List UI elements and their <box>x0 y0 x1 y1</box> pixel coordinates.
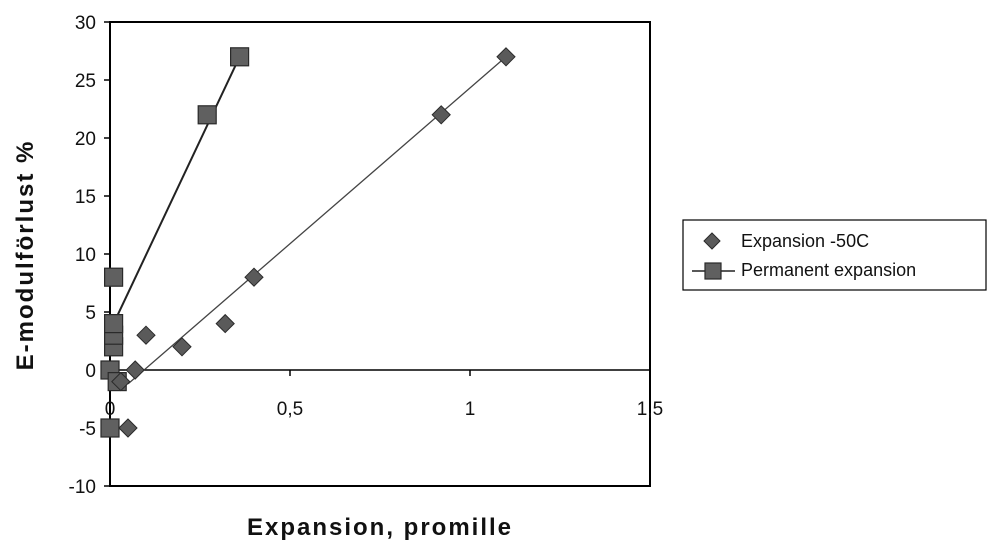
trendline <box>112 56 241 325</box>
data-points <box>100 47 516 438</box>
square-point <box>103 267 124 287</box>
legend-marker-square <box>692 262 735 280</box>
y-axis: -10 -5 0 5 10 15 20 25 30 <box>69 13 110 498</box>
diamond-point <box>172 337 192 357</box>
x-axis: 0 0,5 1 1,5 <box>105 369 663 420</box>
legend-label: Expansion -50C <box>741 231 869 251</box>
plot-area <box>109 21 651 487</box>
diamond-point <box>118 418 138 438</box>
diamond-point <box>125 360 145 380</box>
y-tick-label: 25 <box>75 71 96 92</box>
square-point <box>103 314 124 334</box>
y-tick-label: 0 <box>85 361 96 382</box>
diamond-point <box>244 267 264 287</box>
x-tick-label: 1,5 <box>637 399 663 420</box>
diamond-point <box>431 105 451 125</box>
y-tick-label: 15 <box>75 187 96 208</box>
diamond-point <box>111 371 131 392</box>
x-tick-label: 0 <box>105 399 116 420</box>
y-tick-label: -10 <box>69 477 96 498</box>
y-axis-title: E-modulförlust % <box>12 140 39 371</box>
x-axis-title: Expansion, promille <box>247 514 513 541</box>
y-tick-label: 5 <box>85 303 96 324</box>
legend-diamond-icon <box>703 232 721 250</box>
y-tick-label: -5 <box>79 419 96 440</box>
y-tick-label: 10 <box>75 245 96 266</box>
trendlines <box>112 56 507 385</box>
square-point <box>197 105 217 125</box>
trendline <box>127 56 507 385</box>
legend-box <box>682 219 987 291</box>
y-tick-label: 20 <box>75 129 96 150</box>
legend: Expansion -50C Permanent expansion <box>682 219 987 291</box>
y-tick-label: 30 <box>75 13 96 34</box>
x-tick-label: 0,5 <box>277 399 303 420</box>
square-point <box>100 418 120 438</box>
legend-square-icon <box>704 262 722 280</box>
diamond-point <box>215 313 235 334</box>
diamond-point <box>496 47 516 67</box>
x-tick-label: 1 <box>465 399 476 420</box>
diamond-point <box>136 325 156 345</box>
legend-label: Permanent expansion <box>741 260 916 280</box>
legend-marker-diamond <box>703 232 721 250</box>
square-point <box>230 47 250 67</box>
